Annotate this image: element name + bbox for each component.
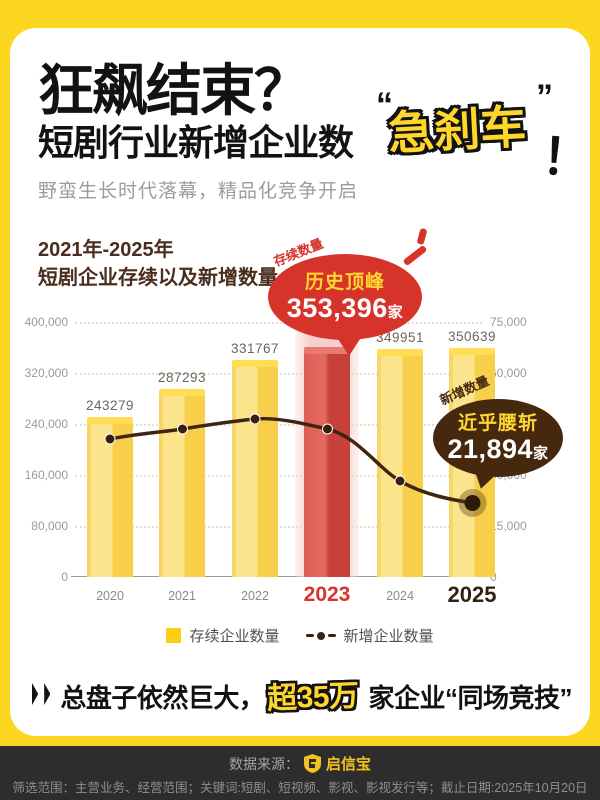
footer: 数据来源： 启信宝 筛选范围：主营业务、经营范围；关键词:短剧、短视频、影视、影… [0, 746, 600, 800]
x-label-2025: 2025 [447, 582, 497, 607]
x-label-2021: 2021 [168, 589, 196, 603]
title-accent-group: “ 急刹车 ” ！ [376, 78, 594, 193]
bar-value-2020: 243279 [85, 398, 135, 413]
gridline [75, 526, 482, 528]
poster-card: 狂飙结束？ 短剧行业新增企业数 “ 急刹车 ” ！ 野蛮生长时代落幕，精品化竞争… [10, 28, 594, 736]
x-label-2024: 2024 [386, 589, 414, 603]
qixinbao-shield-logo-icon [303, 754, 321, 773]
gridline [75, 322, 482, 324]
peak-callout-value: 353,396家 [286, 293, 404, 323]
gridline [75, 373, 482, 375]
quote-close: ” [536, 78, 553, 116]
double-arrow-icon [32, 683, 39, 705]
legend: 存续企业数量 新增企业数量 [10, 625, 590, 646]
left-axis-tick: 160,000 [24, 468, 68, 482]
gridline [75, 475, 482, 477]
exclamation-mark: ！ [539, 128, 594, 188]
x-axis-line [71, 576, 486, 577]
bar-value-2024: 349951 [375, 330, 425, 345]
bottom-statement: 总盘子依然巨大，超35万 家企业“同场竞技” [32, 672, 573, 716]
bar-value-2021: 287293 [157, 370, 207, 385]
main-title-line1: 狂飙结束？ [38, 59, 310, 122]
x-label-2022: 2022 [241, 589, 269, 603]
bar-value-2022: 331767 [230, 341, 280, 356]
left-axis-tick: 320,000 [24, 366, 68, 380]
quote-open: “ [376, 86, 393, 124]
legend-swatch-yellow-icon [166, 628, 182, 643]
left-axis-tick: 0 [61, 570, 68, 584]
statement-highlight: 超35万 [266, 679, 360, 716]
legend-label-line: 新增企业数量 [343, 628, 434, 645]
bar-value-2025: 350639 [447, 329, 497, 344]
right-axis-tick: 0 [490, 570, 497, 584]
emphasis-spark-icon [402, 244, 428, 267]
left-axis-tick: 80,000 [31, 519, 68, 533]
peak-callout-unit: 家 [387, 304, 404, 321]
bar-2023-highlighted [304, 347, 350, 577]
bar-2022 [232, 360, 278, 577]
data-source-name: 启信宝 [325, 756, 371, 773]
accent-brake-text: 急刹车 [386, 100, 528, 160]
new-companies-line-chart [104, 413, 487, 517]
double-arrow-icon [44, 683, 51, 705]
emphasis-spark-icon [416, 227, 428, 246]
bar-2024 [377, 349, 423, 577]
data-source-label: 数据来源： [228, 755, 299, 772]
legend-line-dot-icon [305, 631, 336, 640]
peak-callout-bubble: 历史顶峰 353,396家 [268, 254, 422, 340]
drop-callout-value: 21,894家 [447, 434, 549, 464]
drop-callout-unit: 家 [533, 445, 549, 462]
main-title-line2: 短剧行业新增企业数 [38, 122, 354, 163]
legend-label-bars: 存续企业数量 [189, 628, 280, 645]
legend-item-bars: 存续企业数量 [166, 625, 280, 646]
x-label-2020: 2020 [96, 589, 124, 603]
chart-title-line2: 短剧企业存续以及新增数量 [38, 267, 278, 289]
right-axis-tick: 15,000 [490, 519, 527, 533]
peak-callout-tail [336, 336, 362, 356]
left-axis-tick: 400,000 [24, 315, 68, 329]
right-axis-tick: 75,000 [490, 315, 527, 329]
bar-2020 [87, 417, 133, 577]
legend-item-line: 新增企业数量 [305, 625, 434, 646]
plot-area: 243279 287293 331767 349951 350639 [71, 322, 496, 577]
data-source-row: 数据来源： 启信宝 [0, 753, 600, 774]
x-label-2023: 2023 [303, 583, 351, 606]
statement-text: 总盘子依然巨大，超35万 家企业“同场竞技” [60, 672, 572, 716]
subtitle: 野蛮生长时代落幕，精品化竞争开启 [38, 181, 359, 202]
drop-callout-title: 近乎腰斩 [457, 413, 538, 434]
footer-note: 筛选范围：主营业务、经营范围；关键词:短剧、短视频、影视、影视发行等；截止日期:… [12, 781, 588, 795]
right-axis-tick: 60,000 [490, 366, 527, 380]
peak-callout-title: 历史顶峰 [304, 272, 385, 293]
gridline [75, 424, 482, 426]
chart-title: 2021年-2025年 短剧企业存续以及新增数量 [38, 236, 278, 292]
drop-callout-bubble: 近乎腰斩 21,894家 [433, 399, 563, 477]
chart-area: 400,000 320,000 240,000 160,000 80,000 0… [10, 313, 590, 646]
chart-title-line1: 2021年-2025年 [38, 239, 174, 261]
left-axis-tick: 240,000 [24, 417, 68, 431]
